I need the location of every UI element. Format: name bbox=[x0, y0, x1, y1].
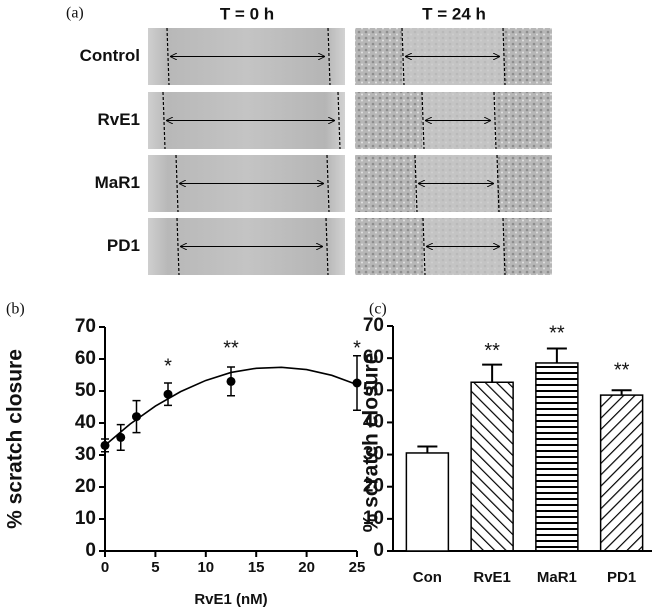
error-bar bbox=[546, 347, 567, 363]
scratch-edge bbox=[502, 27, 506, 86]
bar bbox=[599, 394, 644, 552]
photo-grid bbox=[148, 27, 552, 276]
x-tick-label: RvE1 bbox=[473, 569, 511, 586]
data-point bbox=[352, 378, 362, 388]
significance: ** bbox=[614, 359, 630, 381]
scratch-edge bbox=[493, 91, 497, 150]
bar bbox=[405, 452, 450, 552]
scratch-edge bbox=[421, 91, 425, 150]
panel-label: (a) bbox=[66, 5, 84, 22]
data-point bbox=[226, 376, 236, 386]
y-tick-label: 60 bbox=[75, 348, 96, 369]
bar bbox=[470, 381, 514, 552]
scratch-edge bbox=[502, 217, 506, 276]
y-axis-label: % scratch closure bbox=[4, 349, 27, 529]
y-tick-label: 40 bbox=[75, 412, 96, 433]
y-tick-label: 20 bbox=[75, 476, 96, 497]
significance: * bbox=[353, 338, 361, 360]
error-bar bbox=[611, 389, 632, 396]
panel-label: (b) bbox=[6, 301, 25, 318]
y-tick-label: 30 bbox=[75, 444, 96, 465]
scratch-edge bbox=[327, 27, 331, 86]
bar bbox=[535, 362, 579, 552]
x-tick-label: MaR1 bbox=[537, 569, 577, 586]
error-bar bbox=[417, 445, 438, 453]
row-label: MaR1 bbox=[95, 173, 140, 192]
column-title: T = 24 h bbox=[422, 4, 486, 23]
data-point bbox=[116, 432, 126, 442]
row-label: RvE1 bbox=[97, 110, 140, 129]
y-tick-label: 70 bbox=[75, 316, 96, 337]
y-tick-label: 0 bbox=[85, 540, 96, 561]
y-tick-label: 10 bbox=[75, 508, 96, 529]
x-tick-label: 15 bbox=[248, 559, 265, 576]
scratch-edge bbox=[422, 217, 426, 276]
x-tick-label: 20 bbox=[298, 559, 315, 576]
y-tick-label: 50 bbox=[363, 379, 384, 400]
scratch-edge bbox=[326, 154, 330, 213]
y-tick-label: 40 bbox=[363, 411, 384, 432]
significance: ** bbox=[549, 322, 565, 344]
x-tick-label: 0 bbox=[101, 559, 109, 576]
data-point bbox=[100, 440, 110, 450]
scratch-edge bbox=[401, 27, 405, 86]
panel-label: (c) bbox=[369, 301, 387, 318]
y-tick-label: 50 bbox=[75, 380, 96, 401]
row-label: Control bbox=[80, 46, 140, 65]
data-point bbox=[163, 389, 173, 399]
x-tick-label: Con bbox=[413, 569, 442, 586]
scratch-edge bbox=[414, 154, 418, 213]
y-axis-label: % scratch closure bbox=[360, 353, 383, 533]
row-label: PD1 bbox=[107, 236, 140, 255]
scratch-edge bbox=[175, 154, 179, 213]
column-title: T = 0 h bbox=[220, 4, 274, 23]
x-tick-label: 25 bbox=[349, 559, 366, 576]
scratch-edge bbox=[325, 217, 329, 276]
scratch-edge bbox=[166, 27, 170, 86]
scratch-edge bbox=[162, 91, 166, 150]
significance: * bbox=[164, 355, 172, 377]
y-tick-label: 70 bbox=[363, 315, 384, 336]
significance: ** bbox=[223, 338, 239, 360]
scratch-edge bbox=[337, 91, 341, 150]
scratch-edge bbox=[176, 217, 180, 276]
y-tick-label: 30 bbox=[363, 444, 384, 465]
x-tick-label: PD1 bbox=[607, 569, 636, 586]
scratch-edge bbox=[496, 154, 500, 213]
y-tick-label: 0 bbox=[373, 540, 384, 561]
y-tick-label: 60 bbox=[363, 347, 384, 368]
error-bar bbox=[482, 363, 503, 383]
x-axis-label: RvE1 (nM) bbox=[194, 591, 267, 608]
x-tick-label: 5 bbox=[151, 559, 159, 576]
significance: ** bbox=[484, 340, 500, 362]
x-tick-label: 10 bbox=[197, 559, 214, 576]
data-point bbox=[132, 412, 141, 422]
y-tick-label: 10 bbox=[363, 508, 384, 529]
y-tick-label: 20 bbox=[363, 476, 384, 497]
